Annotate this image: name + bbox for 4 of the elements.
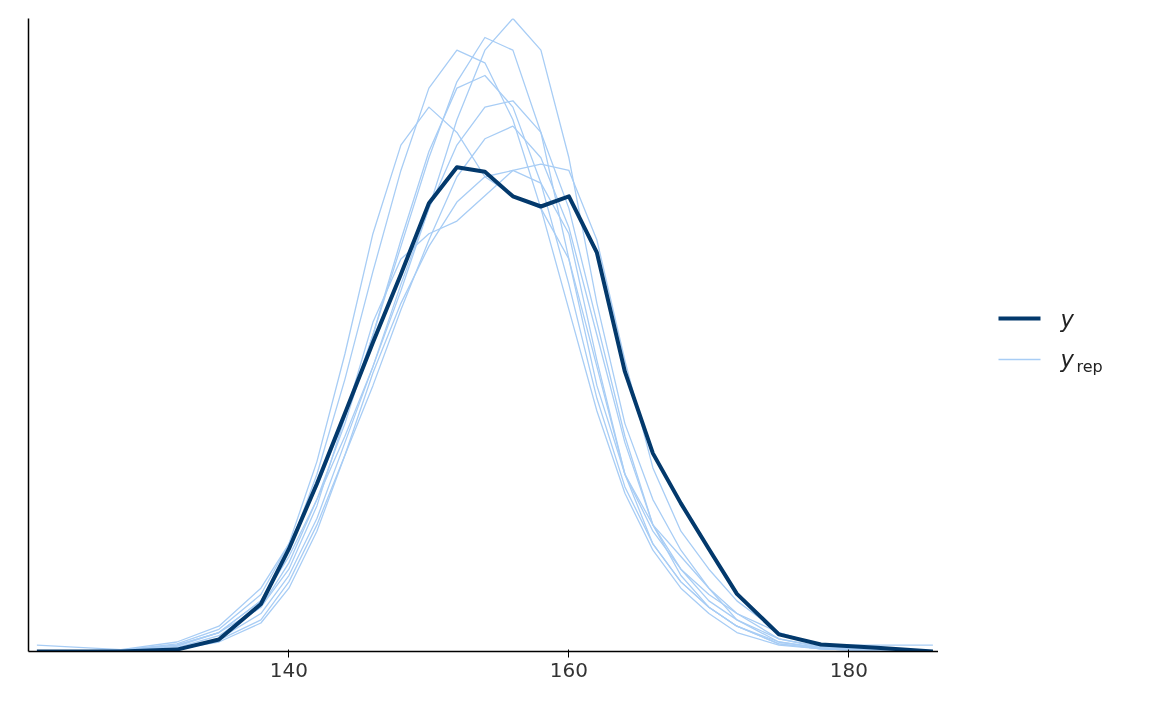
x-tick-label: 180	[829, 657, 868, 682]
x-tick-label: 160	[549, 657, 588, 682]
x-tick-label: 140	[269, 657, 308, 682]
legend-label: y	[1059, 305, 1075, 332]
